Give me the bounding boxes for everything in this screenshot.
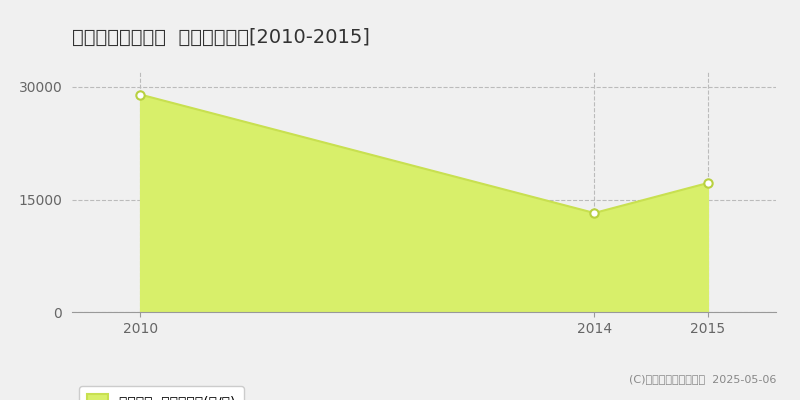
Text: 熊本市東区吉原町  農地価格推移[2010-2015]: 熊本市東区吉原町 農地価格推移[2010-2015] xyxy=(72,28,370,47)
Legend: 農地価格  平均坪単価(円/坪): 農地価格 平均坪単価(円/坪) xyxy=(79,386,244,400)
Text: (C)土地価格ドットコム  2025-05-06: (C)土地価格ドットコム 2025-05-06 xyxy=(629,374,776,384)
